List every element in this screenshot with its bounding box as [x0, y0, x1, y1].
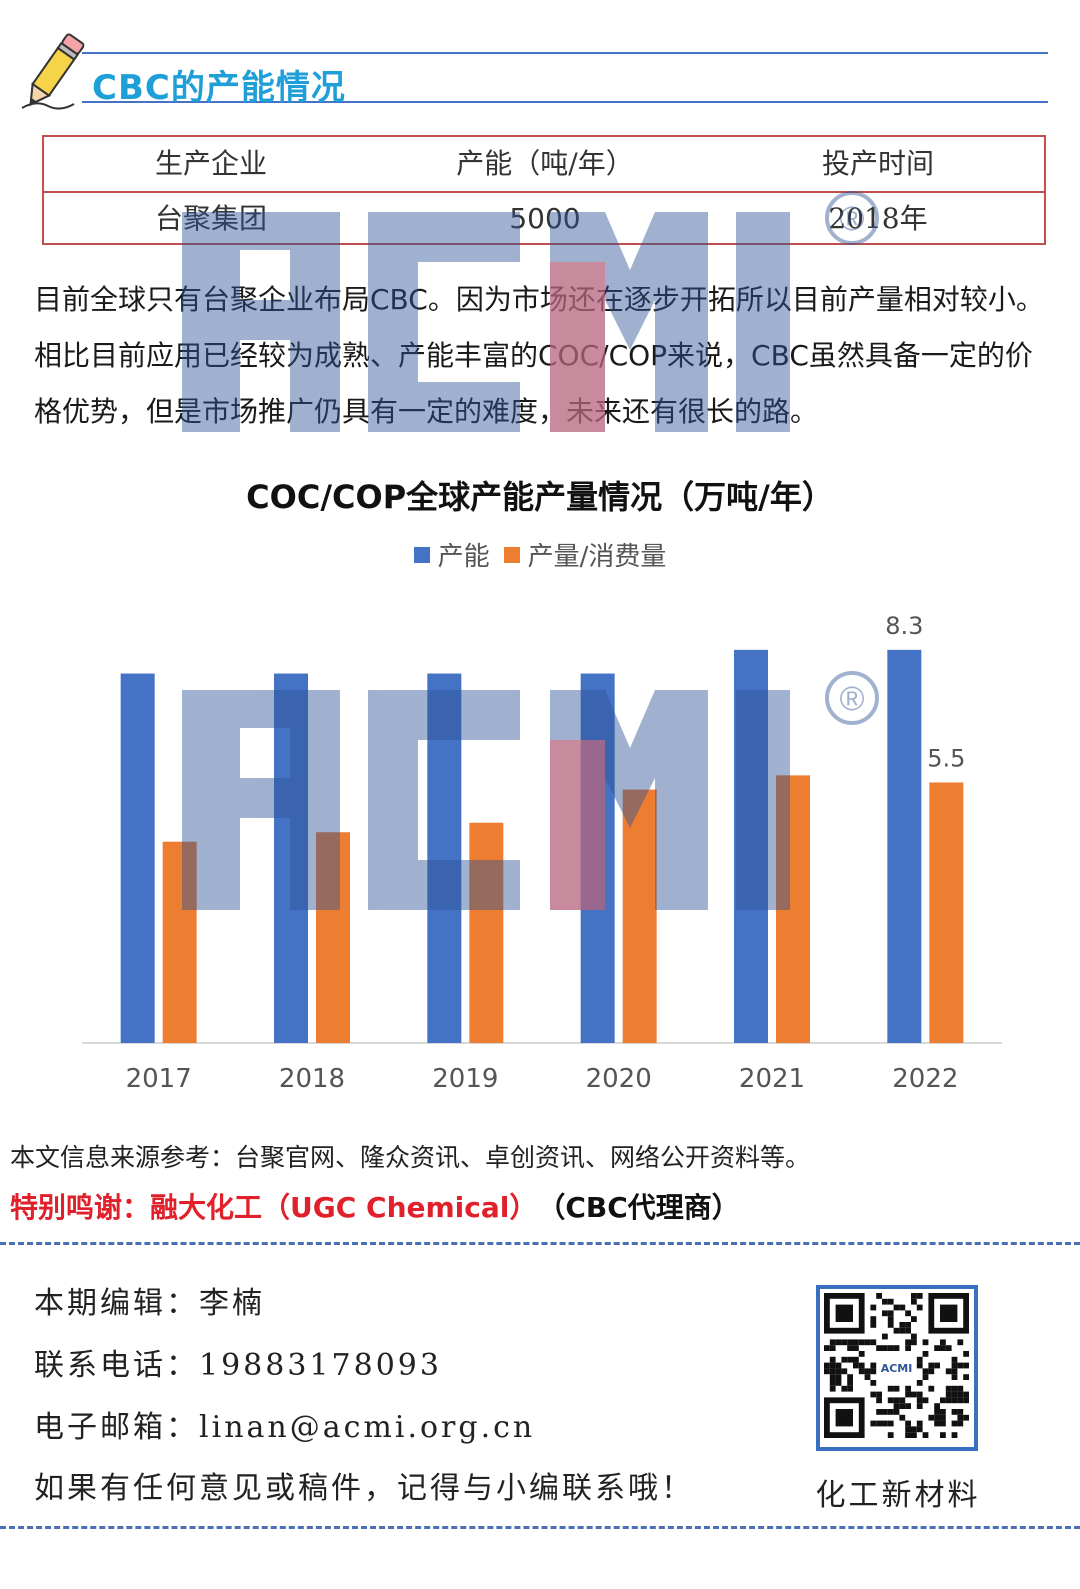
footer-email: 电子邮箱：linan@acmi.org.cn	[34, 1410, 536, 1445]
footer-editor: 本期编辑：李楠	[34, 1286, 265, 1321]
table-cell: 5000	[509, 202, 581, 235]
qr-code-icon: ACMI	[816, 1285, 978, 1451]
legend-item-output: 产量/消费量	[503, 536, 667, 573]
bar-capacity-2017	[120, 673, 155, 1043]
qr-logo: ACMI	[881, 1362, 913, 1375]
table-cell: 2018年	[828, 202, 928, 235]
thanks-role: （CBC代理商）	[551, 1191, 740, 1224]
thanks-sponsor: 特别鸣谢：融大化工（UGC Chemical）	[10, 1191, 538, 1224]
footer-invite: 如果有任何意见或稿件，记得与小编联系哦！	[34, 1471, 694, 1506]
footer-phone: 联系电话：19883178093	[34, 1348, 442, 1383]
x-tick-label: 2022	[892, 1064, 958, 1094]
legend-label: 产能	[437, 542, 490, 572]
bar-capacity-2022	[887, 649, 922, 1043]
bar-capacity-2018	[274, 673, 308, 1043]
intro-paragraph: 目前全球只有台聚企业布局CBC。因为市场还在逐步开拓所以目前产量相对较小。相比目…	[34, 283, 1044, 428]
qr-code-pattern: ACMI	[824, 1293, 969, 1438]
x-tick-label: 2019	[432, 1064, 498, 1094]
table-header-cell: 投产时间	[821, 147, 934, 180]
x-tick-label: 2017	[126, 1064, 192, 1094]
divider-bottom	[0, 1526, 1080, 1529]
bar-output-2021	[776, 775, 810, 1043]
bar-chart: 2017 2018 2019 2020 2021 8.3 5.5 2022	[82, 612, 1002, 1094]
bar-output-2022	[929, 782, 964, 1043]
bar-output-2017	[162, 841, 197, 1043]
x-tick-label: 2020	[586, 1064, 652, 1094]
table-header-row: 生产企业 产能（吨/年） 投产时间	[44, 137, 1044, 193]
bar-capacity-2020	[580, 673, 615, 1043]
bar-output-2020	[622, 789, 657, 1043]
thanks-line: 特别鸣谢：融大化工（UGC Chemical） （CBC代理商）	[10, 1186, 740, 1226]
bar-capacity-2021	[734, 649, 768, 1043]
table-header-cell: 产能（吨/年）	[456, 147, 634, 180]
legend-swatch-output	[503, 546, 520, 563]
data-label: 8.3	[885, 612, 923, 640]
legend-item-capacity: 产能	[413, 536, 490, 573]
source-note: 本文信息来源参考：台聚官网、隆众资讯、卓创资讯、网络公开资料等。	[10, 1143, 811, 1172]
pencil-icon	[21, 33, 85, 110]
header-rule-bottom	[82, 101, 1048, 103]
table-cell: 台聚集团	[154, 202, 267, 235]
table-header-cell: 生产企业	[154, 147, 267, 180]
data-label: 5.5	[927, 744, 965, 772]
bar-capacity-2019	[427, 673, 462, 1043]
bar-output-2019	[469, 822, 504, 1043]
table-row: 台聚集团 5000 2018年	[44, 192, 1044, 246]
bar-output-2018	[316, 832, 350, 1043]
qr-caption: 化工新材料	[815, 1478, 981, 1513]
divider-top	[0, 1242, 1080, 1245]
x-tick-label: 2021	[739, 1064, 805, 1094]
section-title: CBC的产能情况	[92, 68, 346, 108]
x-tick-label: 2018	[279, 1064, 345, 1094]
chart-title: COC/COP全球产能产量情况（万吨/年）	[246, 478, 834, 516]
header-rule-top	[82, 52, 1048, 54]
legend-swatch-capacity	[413, 546, 430, 563]
chart-legend: 产能 产量/消费量	[0, 536, 1080, 573]
capacity-table: 生产企业 产能（吨/年） 投产时间 台聚集团 5000 2018年	[42, 135, 1046, 245]
legend-label: 产量/消费量	[527, 542, 667, 572]
